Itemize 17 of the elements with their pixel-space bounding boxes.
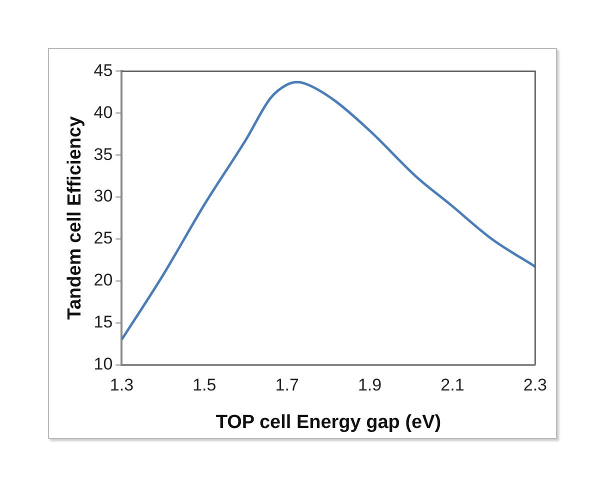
x-tick-label: 1.3: [110, 376, 134, 395]
x-tick-label: 1.5: [192, 376, 216, 395]
y-tick-label: 45: [94, 60, 113, 80]
x-tick-label: 2.3: [523, 376, 548, 395]
y-tick-label: 20: [94, 270, 113, 290]
y-tick-label: 25: [94, 228, 113, 248]
y-axis-title: Tandem cell Efficiency: [64, 116, 86, 320]
x-tick-label: 1.7: [275, 376, 299, 395]
y-tick-label: 30: [94, 186, 113, 206]
x-tick-label: 2.1: [440, 376, 464, 395]
y-tick-label: 35: [94, 144, 113, 164]
x-tick-label: 1.9: [358, 376, 382, 395]
y-tick-label: 15: [94, 312, 113, 332]
y-tick-label: 10: [94, 354, 113, 374]
x-axis-title: TOP cell Energy gap (eV): [216, 412, 442, 433]
line-series: [122, 80, 536, 341]
y-tick-label: 40: [94, 102, 113, 122]
